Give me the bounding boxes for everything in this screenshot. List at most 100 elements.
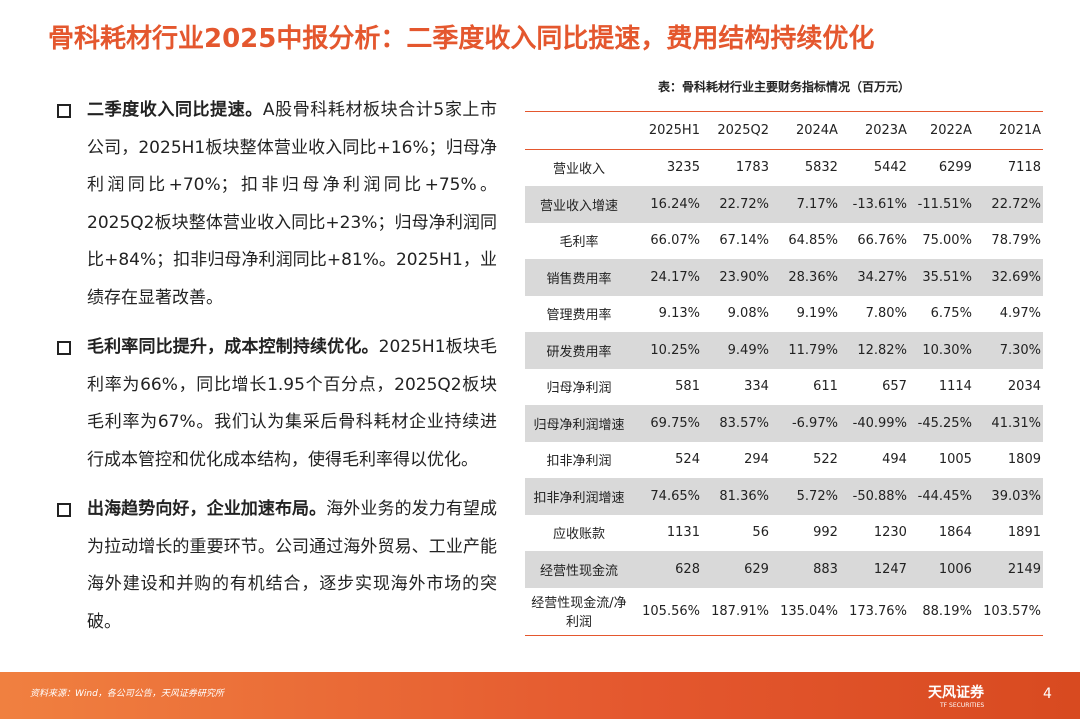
table-cell: 187.91% [711, 603, 769, 619]
row-label: 经营性现金流 [525, 551, 633, 588]
table-cell: 69.75% [633, 405, 702, 442]
table-cell: 28.36% [770, 259, 840, 296]
table-cell: 12.82% [839, 332, 909, 369]
table-cell: 5442 [873, 160, 907, 176]
bullet: 出海趋势向好，企业加速布局。海外业务的发力有望成为拉动增长的重要环节。公司通过海… [55, 491, 497, 641]
table-cell: 334 [744, 379, 769, 395]
table-cell: 75.00% [922, 233, 972, 249]
row-label: 营业收入 [552, 162, 605, 178]
table-cell: 6299 [938, 160, 972, 176]
table-cell: 11.79% [770, 332, 840, 369]
logo: 天风证券 [928, 685, 984, 701]
table-cell: 66.76% [857, 233, 907, 249]
row-label: 销售费用率 [525, 259, 633, 296]
table-cell: 7.30% [973, 332, 1043, 369]
bullet-lead: 二季度收入同比提速。 [87, 100, 263, 120]
table-cell: 173.76% [849, 603, 907, 619]
table-cell: 67.14% [719, 233, 769, 249]
table-cell: 524 [675, 452, 700, 468]
table-cell: 34.27% [839, 259, 909, 296]
table-row: 管理费用率 9.13% 9.08% 9.19% 7.80% 6.75% 4.97% [525, 296, 1043, 333]
bullet-box [57, 104, 71, 118]
source-note: 资料来源：Wind，各公司公告，天风证券研究所 [30, 689, 224, 699]
table-row: 研发费用率 10.25% 9.49% 11.79% 12.82% 10.30% 7.30% [525, 332, 1043, 369]
table-row: 经营性现金流 628 629 883 1247 1006 2149 [525, 551, 1043, 588]
table-cell: 6.75% [930, 306, 972, 322]
table-cell: 5.72% [770, 478, 840, 515]
table-row: 营业收入增速 16.24% 22.72% 7.17% -13.61% -11.51% 22.… [525, 186, 1043, 223]
table-cell: -11.51% [908, 186, 974, 223]
table-cell: 1891 [1007, 525, 1041, 541]
table-row: 毛利率 66.07% 67.14% 64.85% 66.76% 75.00% 78.79% [525, 223, 1043, 260]
column-header: 2024A [770, 111, 840, 150]
column-header: 2022A [908, 111, 974, 150]
table-cell: 16.24% [633, 186, 702, 223]
table-cell: 9.13% [658, 306, 700, 322]
bullet: 二季度收入同比提速。A股骨科耗材板块合计5家上市公司，2025H1板块整体营业收… [55, 92, 497, 317]
financial-table: 2025H1 2025Q2 2024A 2023A 2022A 2021A 营业收入 3235… [525, 111, 1043, 636]
table-cell: 66.07% [650, 233, 700, 249]
table-cell: 9.19% [796, 306, 838, 322]
table-cell: 581 [675, 379, 700, 395]
table-cell: 78.79% [991, 233, 1041, 249]
row-label: 管理费用率 [546, 308, 612, 324]
table-row: 应收账款 1131 56 992 1230 1864 1891 [525, 515, 1043, 552]
row-label: 毛利率 [559, 235, 599, 251]
table-cell: 1131 [666, 525, 700, 541]
table-cell: 24.17% [633, 259, 702, 296]
table-cell: 1005 [938, 452, 972, 468]
column-header: 2021A [973, 111, 1043, 150]
table-cell: -6.97% [770, 405, 840, 442]
table-cell: 103.57% [983, 603, 1041, 619]
table-cell: 494 [882, 452, 907, 468]
table-cell: 88.19% [922, 603, 972, 619]
table-cell: 2034 [1007, 379, 1041, 395]
bullet-list: 二季度收入同比提速。A股骨科耗材板块合计5家上市公司，2025H1板块整体营业收… [55, 92, 497, 653]
header-row: 2025H1 2025Q2 2024A 2023A 2022A 2021A [525, 111, 1043, 150]
table-cell: 522 [813, 452, 838, 468]
table-cell: 883 [770, 551, 840, 588]
table-cell: 83.57% [701, 405, 771, 442]
bullet-lead: 出海趋势向好，企业加速布局。 [87, 499, 327, 519]
table-cell: 629 [701, 551, 771, 588]
table-cell: 74.65% [633, 478, 702, 515]
table-cell: 611 [813, 379, 838, 395]
table-row: 扣非净利润增速 74.65% 81.36% 5.72% -50.88% -44.45% 39… [525, 478, 1043, 515]
row-label: 归母净利润 [546, 381, 612, 397]
bullet-text: A股骨科耗材板块合计5家上市公司，2025H1板块整体营业收入同比+16%；归母… [87, 100, 497, 308]
table-row: 归母净利润 581 334 611 657 1114 2034 [525, 369, 1043, 406]
table-row: 归母净利润增速 69.75% 83.57% -6.97% -40.99% -45.25% 4… [525, 405, 1043, 442]
column-header: 2023A [839, 111, 909, 150]
table-cell: 39.03% [973, 478, 1043, 515]
title: 骨科耗材行业2025中报分析：二季度收入同比提速，费用结构持续优化 [48, 24, 875, 54]
table-cell: 4.97% [999, 306, 1041, 322]
table-cell: 35.51% [908, 259, 974, 296]
row-label: 营业收入增速 [525, 186, 633, 223]
row-label: 扣非净利润增速 [525, 478, 633, 515]
table-cell: 10.30% [908, 332, 974, 369]
table-cell: 10.25% [633, 332, 702, 369]
table-cell: 22.72% [701, 186, 771, 223]
row-label: 经营性现金流/净利润 [531, 596, 627, 630]
table-cell: -44.45% [908, 478, 974, 515]
table-cell: 32.69% [973, 259, 1043, 296]
row-label: 应收账款 [552, 527, 605, 543]
footer: 资料来源：Wind，各公司公告，天风证券研究所 天风证券 TF SECURITI… [0, 672, 1080, 719]
table-cell: 56 [752, 525, 769, 541]
bullet-text: 海外业务的发力有望成为拉动增长的重要环节。公司通过海外贸易、工业产能海外建设和并… [87, 499, 498, 632]
table-cell: 7.80% [865, 306, 907, 322]
logo-en: TF SECURITIES [940, 702, 985, 709]
table-row: 经营性现金流/净利润 105.56% 187.91% 135.04% 173.76% 88… [525, 588, 1043, 636]
table-cell: 628 [633, 551, 702, 588]
page-number: 4 [1043, 686, 1052, 702]
table-cell: 41.31% [973, 405, 1043, 442]
bullet-text: 2025H1板块毛利率为66%，同比增长1.95个百分点，2025Q2板块毛利率… [87, 337, 497, 470]
table-cell: 992 [813, 525, 838, 541]
table-row: 营业收入 3235 1783 5832 5442 6299 7118 [525, 149, 1043, 186]
table-cell: 294 [744, 452, 769, 468]
table-cell: 7118 [1007, 160, 1041, 176]
table-cell: 9.49% [701, 332, 771, 369]
table-cell: 657 [882, 379, 907, 395]
table-cell: 23.90% [701, 259, 771, 296]
table-cell: 7.17% [770, 186, 840, 223]
